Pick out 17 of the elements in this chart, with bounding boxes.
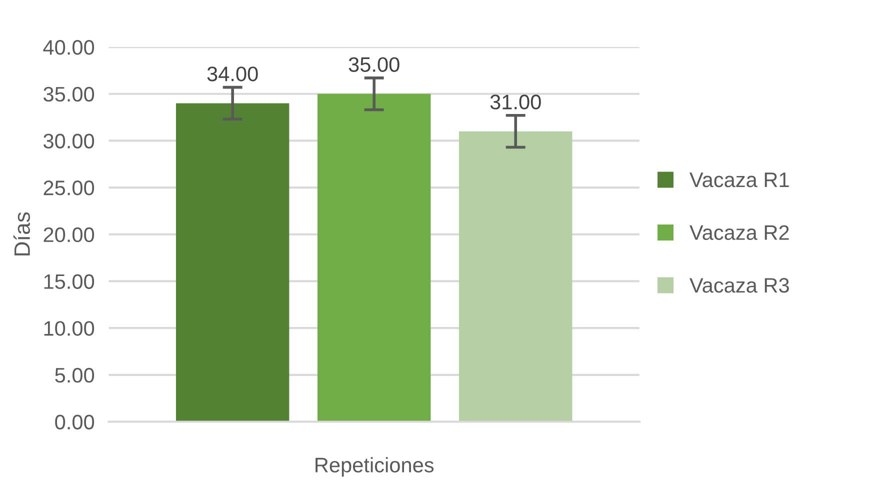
y-tick-label: 30.00 [44, 134, 94, 148]
y-tick-label: 40.00 [43, 40, 94, 55]
y-tick-label: 25.00 [44, 180, 94, 196]
y-tick-label: 5.00 [55, 368, 94, 383]
x-axis-title: Repeticiones [316, 457, 434, 477]
legend-label: Vacaza R1 [690, 172, 789, 188]
y-tick-label: 0.00 [55, 414, 94, 430]
y-tick-label: 15.00 [44, 274, 94, 289]
y-tick-label: 10.00 [44, 321, 94, 336]
y-axis-title: Días [13, 212, 30, 256]
y-tick-label: 35.00 [44, 86, 94, 102]
data-label: 31.00 [490, 94, 541, 110]
data-label: 35.00 [348, 57, 400, 72]
y-tick-label: 20.00 [44, 227, 94, 242]
legend-label: Vacaza R3 [690, 278, 789, 293]
legend-label: Vacaza R2 [690, 225, 789, 240]
data-label: 34.00 [207, 66, 258, 82]
